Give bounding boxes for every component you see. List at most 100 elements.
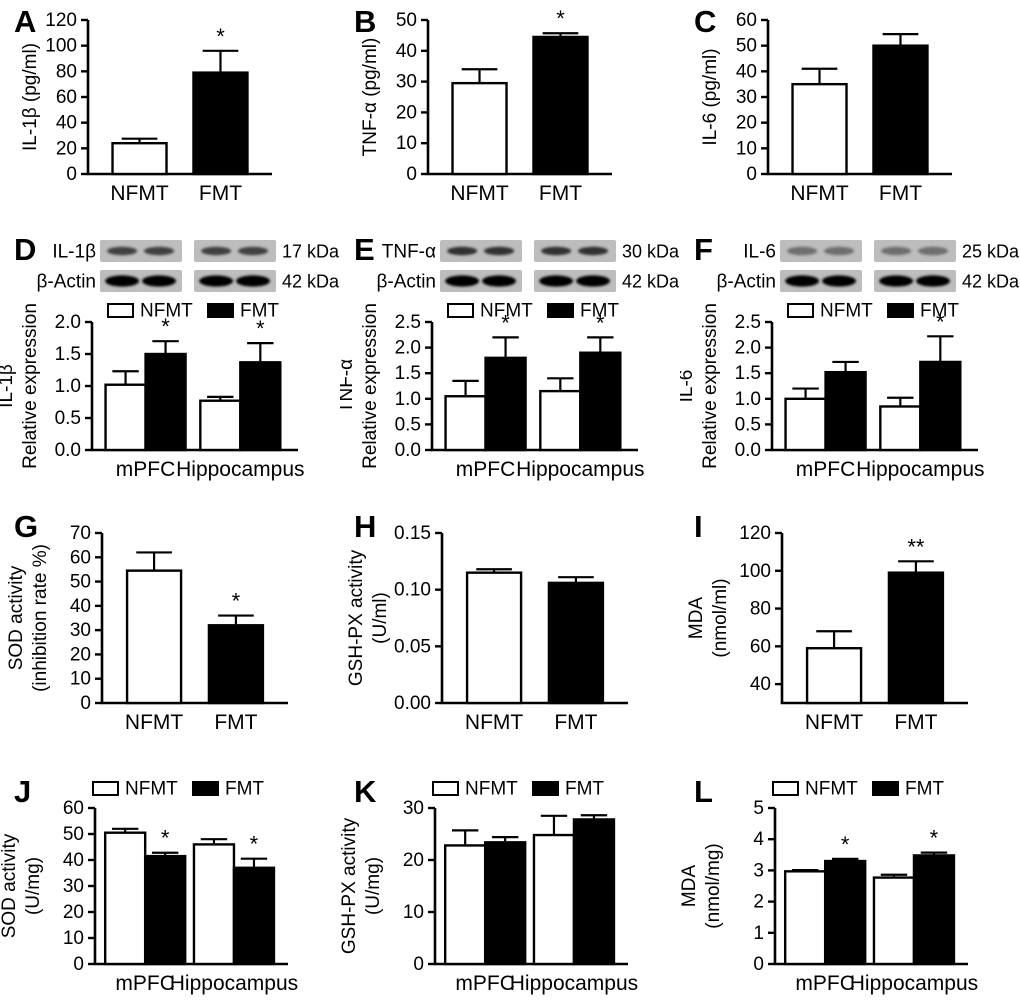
blot-protein-label: IL-1β: [52, 242, 96, 263]
x-category-label: mPFC: [796, 458, 856, 481]
blot-band: [201, 246, 232, 256]
legend-swatch-nfmt: [787, 303, 814, 318]
blot-strip: [440, 240, 522, 262]
blot-band: [787, 246, 818, 256]
panel-label-i: I: [694, 509, 703, 544]
y-tick-label: 1.0: [55, 376, 81, 397]
panel-l: L NFMT FMT 0 1 2 3 4 5 MDA (nmol/mg) * mPFC * Hippoca…: [680, 770, 1020, 1006]
bar-nfmt-hippocampus: [199, 399, 242, 452]
blot-band: [578, 246, 609, 256]
bar-fmt: [872, 44, 929, 176]
bar-fmt-hippocampus: [919, 360, 962, 452]
legend-label-nfmt: NFMT: [805, 779, 858, 800]
legend-label-fmt: FMT: [580, 301, 619, 322]
y-tick-label: 1.5: [55, 344, 81, 365]
blot-band: [238, 246, 269, 256]
blot-protein-label: IL-6: [743, 242, 776, 263]
y-axis-title: MDA: [686, 597, 707, 640]
y-tick-label: 30: [403, 798, 424, 819]
y-tick-label: 40: [750, 674, 771, 695]
y-tick-label: 0: [80, 693, 91, 714]
blot-kda-label: 17 kDa: [282, 242, 340, 262]
y-tick-label: 30: [736, 87, 757, 108]
y-axis-title: MDA: [680, 865, 700, 908]
panel-label-d: D: [14, 232, 37, 267]
y-tick-label: 100: [45, 36, 77, 57]
y-tick-label: 2.0: [735, 338, 761, 359]
blot-band: [445, 275, 480, 287]
bar-nfmt-hippocampus: [872, 876, 916, 966]
blot-band: [879, 275, 914, 287]
y-tick-label: 60: [63, 798, 84, 819]
y-axis-title: SOD activity: [6, 565, 27, 670]
y-tick-label: 60: [750, 636, 771, 657]
x-category-label: NFMT: [125, 711, 183, 734]
y-tick-label: 2.5: [735, 312, 761, 333]
y-axis-title: GSH-PX activity: [346, 549, 367, 686]
y-axis-title: (inhibition rate %): [30, 544, 51, 692]
bar-fmt-mpfc: [483, 841, 527, 966]
bar-nfmt-mpfc: [784, 397, 827, 452]
y-axis-title: TNF-α (pg/ml): [360, 38, 381, 157]
blot-band: [484, 246, 515, 256]
y-tick-label: 0: [746, 164, 757, 185]
x-category-label: NFMT: [790, 182, 848, 205]
panel-c: C 0 10 20 30 40 50 60 IL-6 (pg/ml) NFMT FMT: [680, 0, 1020, 228]
significance-marker: *: [596, 310, 605, 335]
bar-nfmt-hippocampus: [532, 833, 576, 966]
bar-fmt-hippocampus: [239, 361, 282, 452]
x-category-label: FMT: [214, 711, 257, 734]
y-tick-label: 1.0: [395, 389, 421, 410]
significance-marker: *: [232, 589, 241, 614]
legend-label-nfmt: NFMT: [125, 779, 178, 800]
y-axis-title: (U/mg): [363, 857, 384, 915]
x-category-label: FMT: [894, 711, 937, 734]
legend-swatch-nfmt: [447, 303, 474, 318]
blot-protein-label: β-Actin: [37, 272, 97, 293]
y-tick-label: 10: [403, 902, 424, 923]
y-tick-label: 20: [396, 102, 417, 123]
bar-nfmt: [791, 82, 848, 176]
x-category-label: Hippocampus: [516, 458, 644, 481]
y-tick-label: 10: [396, 133, 417, 154]
blot-strip: [194, 240, 276, 262]
panel-label-l: L: [694, 774, 713, 809]
legend-swatch-fmt: [207, 303, 234, 318]
panel-label-h: H: [354, 509, 377, 544]
y-tick-label: 50: [396, 10, 417, 31]
x-category-label: FMT: [199, 182, 242, 205]
panel-label-e: E: [354, 232, 375, 267]
y-tick-label: 10: [63, 928, 84, 949]
blot-strip: [874, 240, 956, 262]
y-tick-label: 3: [753, 860, 764, 881]
y-tick-label: 20: [56, 138, 77, 159]
y-tick-label: 20: [70, 644, 91, 665]
significance-marker: *: [216, 24, 225, 49]
y-tick-label: 120: [45, 10, 77, 31]
y-axis-title: Relative expression: [700, 303, 721, 469]
y-tick-label: 20: [403, 850, 424, 871]
panel-d: D IL-1β 17 kDa β-Actin 42 kDa NFMT FMT 0.0 0.5 1…: [0, 228, 340, 505]
bar-nfmt-mpfc: [444, 395, 487, 452]
y-tick-label: 20: [736, 113, 757, 134]
blot-band: [824, 246, 855, 256]
x-category-label: NFMT: [805, 711, 863, 734]
blot-kda-label: 42 kDa: [622, 272, 680, 292]
blot-band: [236, 275, 271, 287]
bar-nfmt: [125, 569, 183, 705]
significance-marker: *: [936, 309, 945, 334]
bar-fmt: [207, 624, 265, 705]
bar-fmt: [192, 71, 249, 176]
y-tick-label: 40: [736, 61, 757, 82]
blot-band: [105, 275, 140, 287]
legend-label-fmt: FMT: [905, 779, 944, 800]
bar-fmt-hippocampus: [572, 818, 616, 966]
chart-k: NFMT FMT 0 10 20 30 GSH-PX activity (U/mg) mPFCH…: [340, 779, 638, 996]
y-tick-label: 1: [753, 923, 764, 944]
y-tick-label: 0: [413, 954, 424, 975]
legend-swatch-nfmt: [772, 781, 799, 796]
bar-fmt-hippocampus: [579, 351, 622, 452]
x-category-label: mPFC: [116, 458, 176, 481]
y-tick-label: 0.10: [394, 580, 431, 601]
